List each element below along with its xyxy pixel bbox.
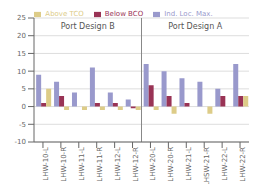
svg-text:Port Design B: Port Design B <box>61 22 115 31</box>
svg-text:LHW-12-R: LHW-12-R <box>132 147 140 182</box>
svg-text:5: 5 <box>22 85 26 93</box>
svg-text:15: 15 <box>17 50 26 58</box>
svg-text:LHW-12-L: LHW-12-L <box>114 147 122 181</box>
svg-text:-10: -10 <box>15 138 26 146</box>
svg-text:LHW-11-R: LHW-11-R <box>96 147 104 182</box>
svg-text:0: 0 <box>22 103 26 111</box>
svg-text:LHW-20-R: LHW-20-R <box>167 147 175 182</box>
svg-text:20: 20 <box>17 32 26 40</box>
svg-text:-5: -5 <box>19 121 26 129</box>
svg-text:LHW-11-L: LHW-11-L <box>78 147 86 181</box>
svg-text:LHW-22-L: LHW-22-L <box>221 147 229 181</box>
html-text:Below BCO: Below BCO <box>104 10 144 18</box>
svg-text:Port Design A: Port Design A <box>168 22 223 31</box>
svg-text:25: 25 <box>17 14 26 22</box>
svg-text:10: 10 <box>17 68 26 76</box>
svg-text:LHW-10-L: LHW-10-L <box>42 147 50 181</box>
svg-text:LHW-21-L: LHW-21-L <box>185 147 193 181</box>
svg-text:LHSW-21-R: LHSW-21-R <box>203 147 211 184</box>
svg-text:LHW-22-R: LHW-22-R <box>239 147 247 182</box>
svg-text:LHW-10-R: LHW-10-R <box>60 147 68 182</box>
html-text:Above TCO: Above TCO <box>45 10 84 18</box>
html-text:Ind. Loc. Max.: Ind. Loc. Max. <box>164 10 213 18</box>
svg-text:LHW-20-L: LHW-20-L <box>149 147 157 181</box>
